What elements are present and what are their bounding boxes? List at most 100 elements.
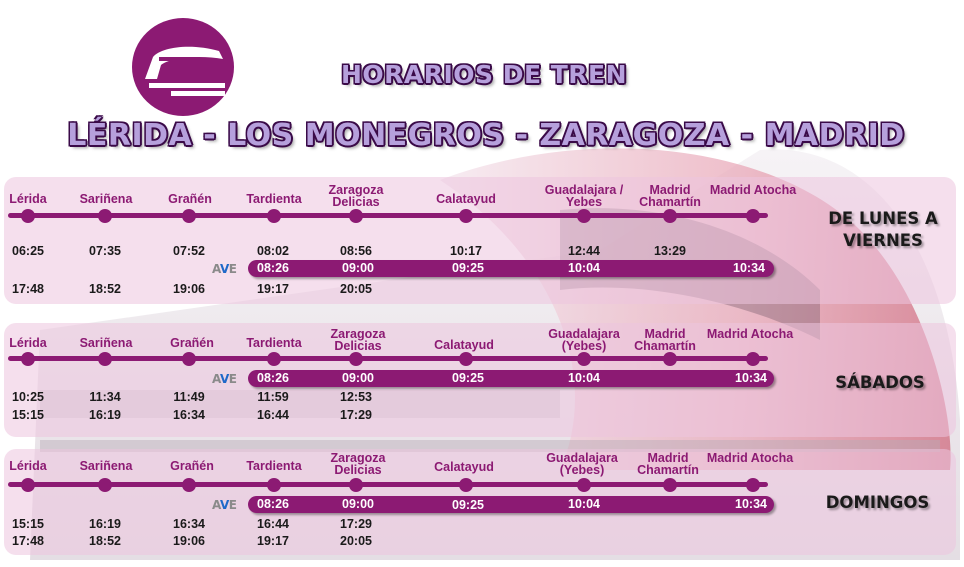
ave-time: 10:34 [735, 371, 767, 385]
time-cell: 19:06 [173, 282, 205, 296]
ave-logo-icon: AVE [212, 262, 237, 276]
station-label: Lérida [9, 192, 47, 206]
ave-time: 09:00 [342, 497, 374, 511]
time-cell: 10:25 [12, 390, 44, 404]
station-dot [98, 209, 112, 223]
time-cell: 15:15 [12, 408, 44, 422]
station-label: Zaragoza Delicias [330, 451, 386, 477]
ave-time: 09:00 [342, 261, 374, 275]
station-label: Sariñena [79, 336, 133, 350]
time-cell: 07:52 [173, 244, 205, 258]
time-cell: 17:48 [12, 534, 44, 548]
time-cell: 19:17 [257, 282, 289, 296]
ave-time: 10:04 [568, 497, 600, 511]
station-dot [663, 209, 677, 223]
day-label-saturday: SÁBADOS [835, 373, 925, 392]
ave-time: 10:34 [735, 497, 767, 511]
weekday-panel [4, 177, 956, 304]
day-label-weekday: DE LUNES A VIERNES [828, 209, 938, 250]
time-cell: 16:19 [89, 408, 121, 422]
ave-time: 08:26 [257, 261, 289, 275]
station-dot [182, 352, 196, 366]
time-cell: 13:29 [654, 244, 686, 258]
time-cell: 11:49 [173, 390, 205, 404]
time-cell: 18:52 [89, 534, 121, 548]
time-cell: 11:34 [89, 390, 121, 404]
station-dot [98, 478, 112, 492]
time-cell: 19:17 [257, 534, 289, 548]
station-label: Zaragoza Delicias [330, 327, 386, 353]
station-dot [663, 352, 677, 366]
time-cell: 15:15 [12, 517, 44, 531]
ave-time: 09:25 [452, 371, 484, 385]
ave-time: 08:26 [257, 371, 289, 385]
time-cell: 17:48 [12, 282, 44, 296]
station-dot [577, 209, 591, 223]
saturday-route-line [8, 356, 768, 361]
station-dot [182, 209, 196, 223]
station-dot [577, 478, 591, 492]
station-dot [98, 352, 112, 366]
station-label: Calatayud [434, 460, 494, 474]
station-label: Tardienta [246, 459, 302, 473]
time-cell: 06:25 [12, 244, 44, 258]
station-dot [746, 352, 760, 366]
ave-time: 08:26 [257, 497, 289, 511]
station-dot [349, 478, 363, 492]
station-label: Guadalajara / Yebes [544, 183, 624, 209]
station-label: Grañén [170, 459, 214, 473]
ave-service-bar: 08:26 09:00 09:25 10:04 10:34 [248, 496, 774, 513]
station-dot [349, 209, 363, 223]
station-label: Madrid Chamartín [634, 327, 696, 353]
station-label: Guadalajara (Yebes) [548, 327, 620, 353]
ave-time: 09:25 [452, 261, 484, 275]
station-label: Tardienta [246, 192, 302, 206]
day-label-sunday: DOMINGOS [825, 493, 930, 512]
time-cell: 16:34 [173, 408, 205, 422]
time-cell: 08:56 [340, 244, 372, 258]
time-cell: 16:44 [257, 408, 289, 422]
station-label: Madrid Atocha [706, 327, 794, 341]
time-cell: 08:02 [257, 244, 289, 258]
station-label: Calatayud [434, 338, 494, 352]
station-label: Madrid Atocha [709, 183, 797, 197]
time-cell: 12:44 [568, 244, 600, 258]
station-label: Calatayud [436, 192, 496, 206]
ave-service-bar: 08:26 09:00 09:25 10:04 10:34 [248, 260, 774, 277]
time-cell: 20:05 [340, 534, 372, 548]
ave-logo-icon: AVE [212, 372, 237, 386]
ave-logo-icon: AVE [212, 498, 237, 512]
station-label: Zaragoza Delicias [328, 183, 384, 209]
station-label: Sariñena [79, 459, 133, 473]
time-cell: 19:06 [173, 534, 205, 548]
ave-time: 09:25 [452, 498, 484, 512]
time-cell: 20:05 [340, 282, 372, 296]
weekday-route-line [8, 213, 768, 218]
station-dot [349, 352, 363, 366]
ave-time: 09:00 [342, 371, 374, 385]
time-cell: 10:17 [450, 244, 482, 258]
page-title: HORARIOS DE TREN [340, 60, 628, 89]
station-dot [267, 209, 281, 223]
station-label: Grañén [168, 192, 212, 206]
ave-time: 10:04 [568, 261, 600, 275]
station-dot [21, 352, 35, 366]
time-cell: 12:53 [340, 390, 372, 404]
sunday-route-line [8, 482, 768, 487]
ave-service-bar: 08:26 09:00 09:25 10:04 10:34 [248, 370, 774, 387]
time-cell: 07:35 [89, 244, 121, 258]
station-label: Sariñena [79, 192, 133, 206]
station-dot [746, 478, 760, 492]
station-dot [459, 352, 473, 366]
time-cell: 17:29 [340, 408, 372, 422]
station-label: Tardienta [246, 336, 302, 350]
station-dot [459, 478, 473, 492]
station-dot [267, 478, 281, 492]
station-label: Madrid Chamartín [639, 183, 701, 209]
station-label: Guadalajara (Yebes) [546, 451, 618, 477]
time-cell: 17:29 [340, 517, 372, 531]
station-label: Lérida [9, 336, 47, 350]
route-title: LÉRIDA - LOS MONEGROS - ZARAGOZA - MADRI… [67, 118, 905, 153]
station-label: Madrid Atocha [706, 451, 794, 465]
time-cell: 16:44 [257, 517, 289, 531]
